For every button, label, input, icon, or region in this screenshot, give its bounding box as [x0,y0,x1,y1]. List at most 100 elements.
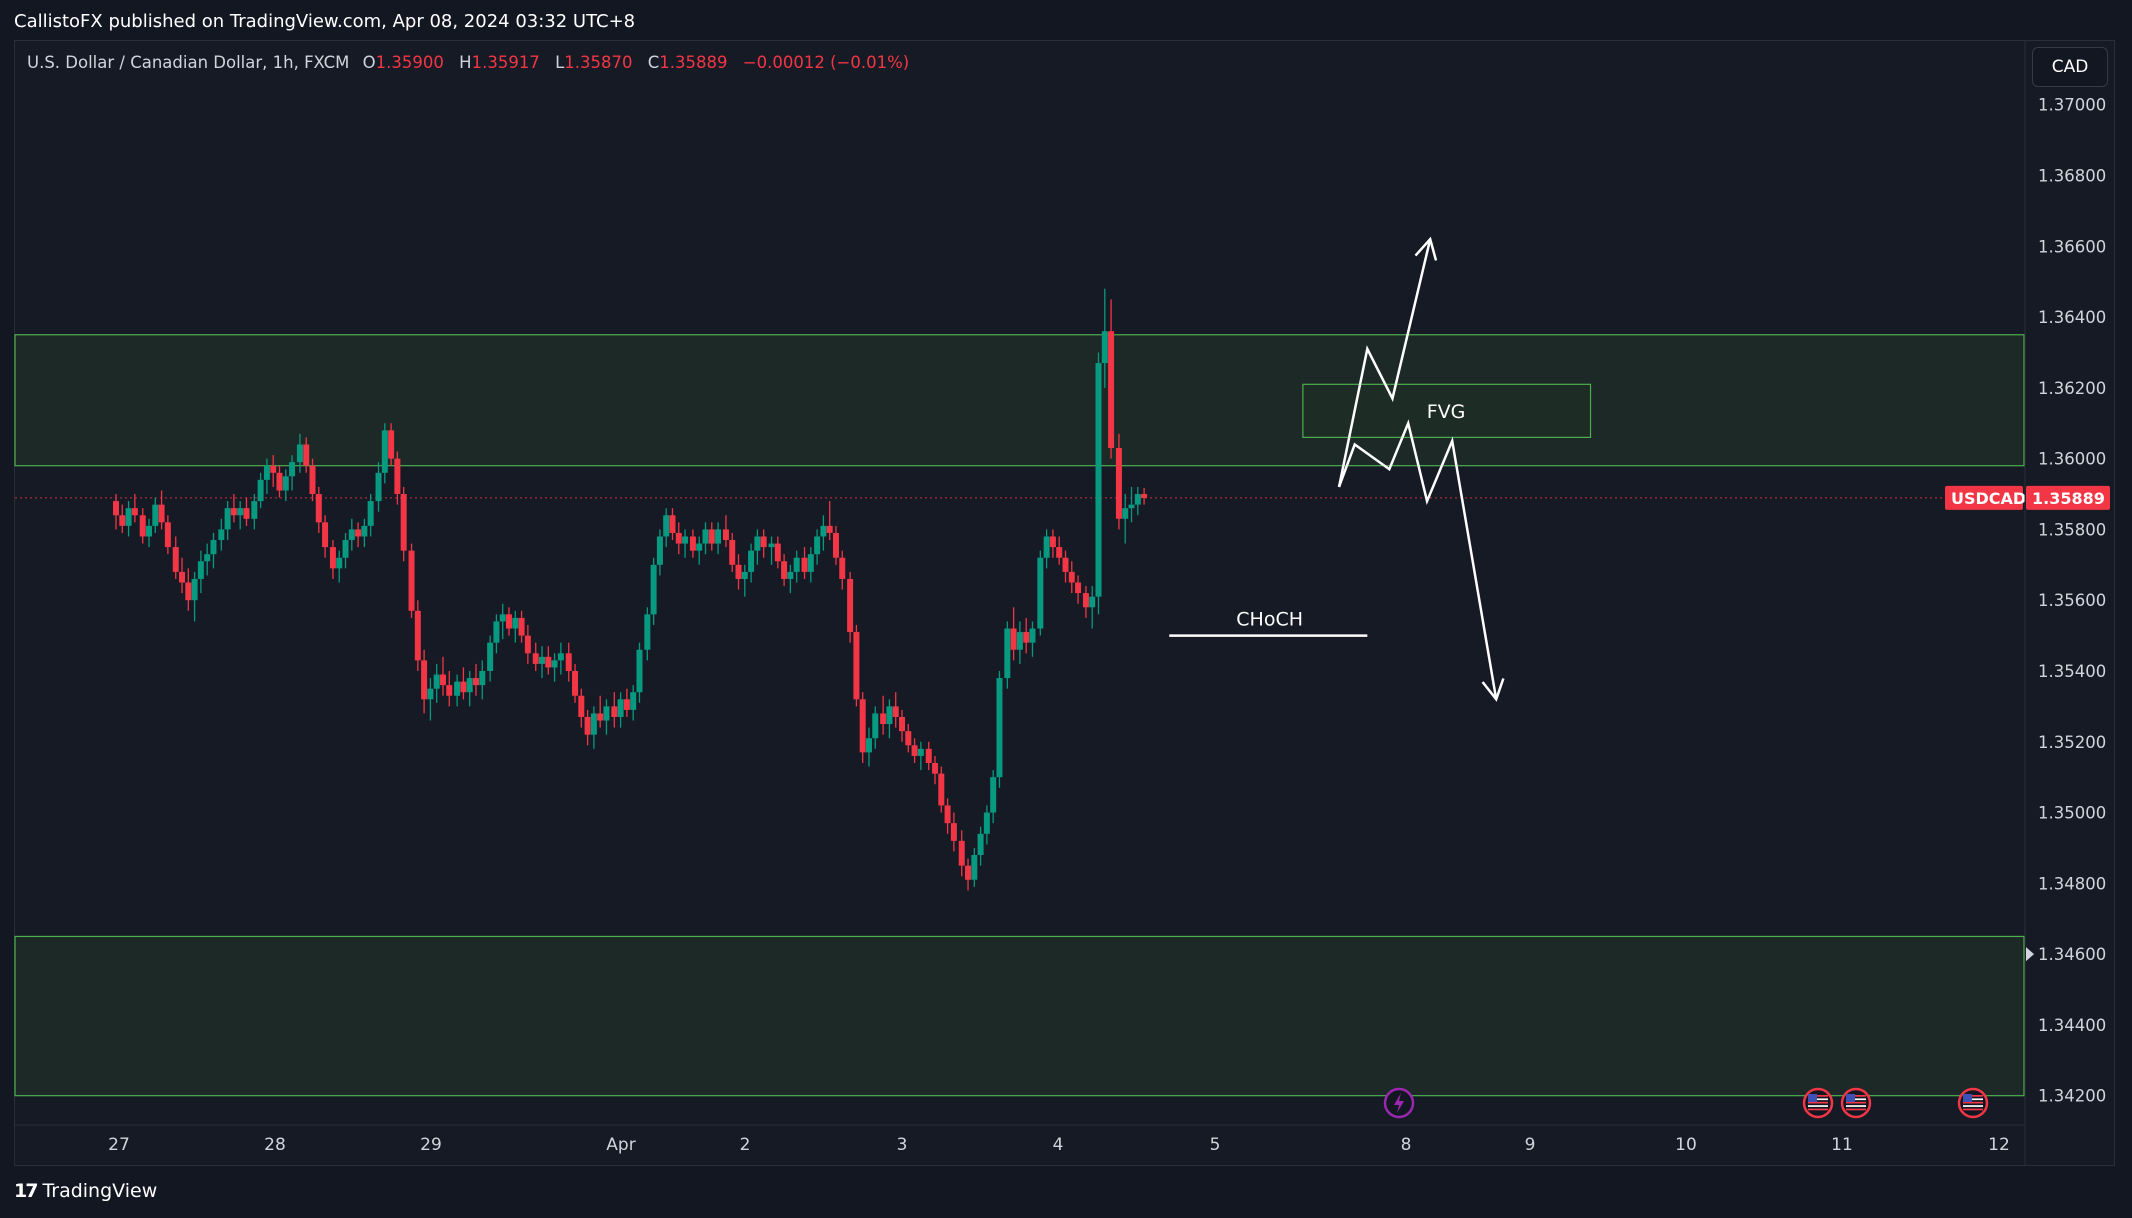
candle-body [539,656,546,664]
candle-body [925,748,932,763]
price-tick-label: 1.34600 [2038,945,2106,964]
candle-body [348,529,355,541]
tradingview-logo-icon: 17 [14,1180,38,1202]
candle-body [439,674,446,686]
time-tick-label: 8 [1401,1135,1412,1155]
candle-body [682,536,689,544]
tradingview-logo[interactable]: 17 TradingView [14,1180,157,1202]
candle-body [263,465,270,480]
candle-body [932,763,939,774]
low-value: 1.35870 [564,53,633,72]
time-tick-label: 27 [108,1135,130,1155]
candle-body [839,557,846,579]
candle-body [905,731,912,746]
candle-body [650,564,657,615]
candle-body [572,670,579,696]
candle-body [689,536,696,551]
candle-body [644,614,651,650]
candle-body [336,557,343,569]
candle-body [801,557,808,572]
candle-body [565,653,572,671]
candle-body [1029,628,1036,643]
time-tick-label: 28 [264,1135,286,1155]
candles-layer [113,288,1148,891]
flag-stripe [1808,1098,1828,1101]
annotations-layer: CHoCH [1169,236,1505,702]
us-flag-event-icon[interactable] [1840,1087,1872,1119]
candle-body [296,444,303,463]
us-flag-event-icon[interactable] [1802,1087,1834,1119]
candle-body [518,617,525,636]
candle-body [204,554,211,562]
candle-body [708,529,715,544]
candle-body [656,536,663,565]
candle-body [1095,363,1102,597]
candle-body [388,430,395,459]
candle-body [466,678,473,693]
candle-body [1128,504,1135,509]
candle-body [557,653,564,661]
flag-canton [1808,1094,1817,1102]
flag-stripe [1846,1101,1866,1104]
price-tick-label: 1.36000 [2038,450,2106,469]
candle-body [865,738,872,753]
flag-stripe [1846,1098,1866,1101]
candle-body [230,508,237,516]
time-axis[interactable]: 27 28 29 Apr 2 3 4 5 8 9 10 11 12 [15,40,2026,1166]
candle-body [760,536,767,548]
flag-canton [1846,1094,1855,1102]
price-tick-label: 1.36800 [2038,166,2106,185]
time-tick-label: 10 [1675,1135,1697,1155]
candle-body [472,678,479,686]
price-axis[interactable]: 1.37000 1.36800 1.36600 1.36400 1.36200 1.360… [1945,96,2110,1106]
candle-body [590,713,597,735]
candle-body [375,472,382,502]
high-label: H [459,53,472,72]
candle-body [1089,596,1096,608]
price-chart[interactable]: FVG CHoCH 1.370001.368001.366001.364001.… [14,40,2114,1166]
candle-body [303,444,310,466]
candle-body [1004,628,1011,679]
candle-body [754,536,761,551]
candle-body [1075,582,1082,594]
price-tick-label: 1.35000 [2038,804,2106,823]
candle-body [282,476,289,491]
events-layer[interactable] [1383,1087,1989,1119]
candle-body [460,681,467,693]
upper-supply-zone [14,334,2025,467]
candle-body [1056,547,1063,558]
candle-body [814,536,821,555]
candle-body [394,458,401,495]
candle-body [663,515,670,537]
candle-body [696,543,703,551]
high-value: 1.35917 [471,53,540,72]
candle-body [911,745,918,756]
symbol-description: U.S. Dollar / Canadian Dollar, 1h, FXCM [27,53,350,72]
bullish-path-arrowhead [1414,236,1438,261]
candle-body [414,610,421,661]
candle-body [243,508,250,519]
candle-body [1062,557,1069,572]
lightning-event-icon[interactable] [1383,1087,1415,1119]
time-tick-label: 11 [1831,1135,1853,1155]
flag-stripe [1963,1105,1983,1107]
candle-body [880,713,887,725]
change-value: −0.00012 (−0.01%) [742,53,910,72]
currency-button[interactable]: CAD [2032,47,2108,87]
candle-body [381,430,388,473]
candle-body [185,582,192,601]
candle-body [125,508,132,526]
candle-body [702,529,709,544]
candle-body [1068,571,1075,583]
bullish-path [1337,238,1432,488]
us-flag-event-icon[interactable] [1957,1087,1989,1119]
candle-body [826,525,833,533]
candle-body [886,706,893,725]
candle-body [630,692,637,710]
candle-body [224,508,231,530]
candle-body [623,699,630,710]
candle-body [917,748,924,756]
publisher-line: CallistoFX published on TradingView.com,… [14,11,636,32]
candle-body [493,621,500,643]
flag-stripe [1808,1108,1828,1111]
